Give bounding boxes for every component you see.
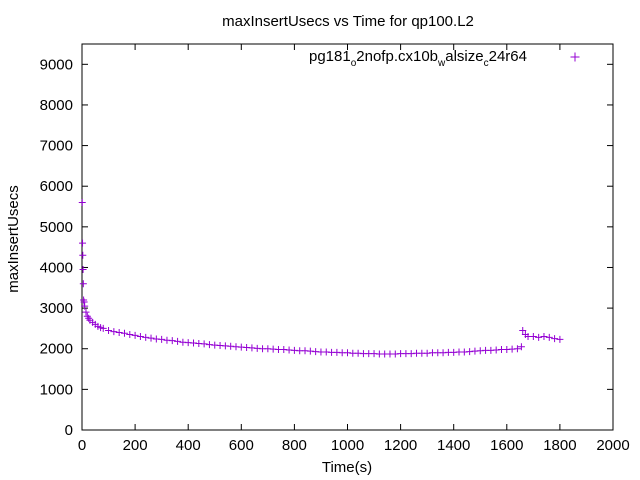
data-point (79, 251, 87, 259)
data-point (105, 326, 113, 334)
x-tick-label: 1000 (331, 437, 364, 454)
data-point (556, 335, 564, 343)
y-tick-label: 3000 (40, 300, 73, 317)
data-point (79, 266, 87, 274)
legend-label: pg181o2nofp.cx10bwalsizec24r64 (309, 48, 527, 69)
x-tick-label: 200 (123, 437, 148, 454)
data-point (131, 331, 139, 339)
y-tick-label: 7000 (40, 138, 73, 155)
data-point (78, 198, 86, 206)
data-point (158, 335, 166, 343)
y-tick-label: 8000 (40, 97, 73, 114)
data-point (99, 324, 107, 332)
data-point (142, 333, 150, 341)
data-point (200, 340, 208, 348)
legend-marker (570, 52, 580, 62)
x-axis-label: Time(s) (322, 459, 372, 476)
legend-label-part: pg181 (309, 48, 351, 65)
legend-label-subscript: w (437, 58, 446, 69)
x-tick-label: 1600 (490, 437, 523, 454)
data-point (517, 343, 525, 351)
legend-label-part: alsize (445, 48, 483, 65)
data-point (115, 328, 123, 336)
x-tick-label: 1400 (437, 437, 470, 454)
y-tick-label: 0 (65, 422, 73, 439)
data-point (79, 280, 87, 288)
data-point (519, 326, 527, 334)
data-point (545, 333, 553, 341)
y-tick-label: 4000 (40, 259, 73, 276)
x-tick-label: 800 (282, 437, 307, 454)
data-point (82, 308, 90, 316)
legend-label-subscript: o (351, 58, 357, 69)
data-points (78, 198, 564, 358)
x-tick-label: 600 (229, 437, 254, 454)
y-tick-label: 9000 (40, 56, 73, 73)
x-tick-label: 2000 (596, 437, 629, 454)
legend-label-subscript: c (484, 58, 489, 69)
data-point (126, 331, 134, 339)
data-point (551, 335, 559, 343)
x-tick-label: 0 (78, 437, 86, 454)
axis-ticks: 0 200 400 600 800 1000 1200 1400 1600 1800 2000 0 10… (40, 44, 630, 454)
data-point (79, 239, 87, 247)
data-point (174, 337, 182, 345)
data-point (110, 328, 118, 336)
x-tick-label: 1200 (384, 437, 417, 454)
data-point (540, 333, 548, 341)
chart-title: maxInsertUsecs vs Time for qp100.L2 (222, 13, 474, 30)
y-axis-label: maxInsertUsecs (5, 185, 22, 293)
data-point (529, 333, 537, 341)
data-point (513, 345, 521, 353)
y-tick-label: 2000 (40, 341, 73, 358)
y-tick-label: 6000 (40, 178, 73, 195)
data-point (535, 333, 543, 341)
legend: pg181o2nofp.cx10bwalsizec24r64 (309, 48, 580, 69)
y-tick-label: 1000 (40, 381, 73, 398)
data-point (136, 333, 144, 341)
data-point (120, 329, 128, 337)
x-tick-label: 400 (176, 437, 201, 454)
data-point (168, 337, 176, 345)
data-point (80, 298, 88, 306)
legend-label-part: 2nofp.cx10b (356, 48, 438, 65)
data-point (147, 334, 155, 342)
legend-label-part: 24r64 (489, 48, 527, 65)
y-tick-label: 5000 (40, 219, 73, 236)
data-point (81, 302, 89, 310)
x-tick-label: 1800 (543, 437, 576, 454)
